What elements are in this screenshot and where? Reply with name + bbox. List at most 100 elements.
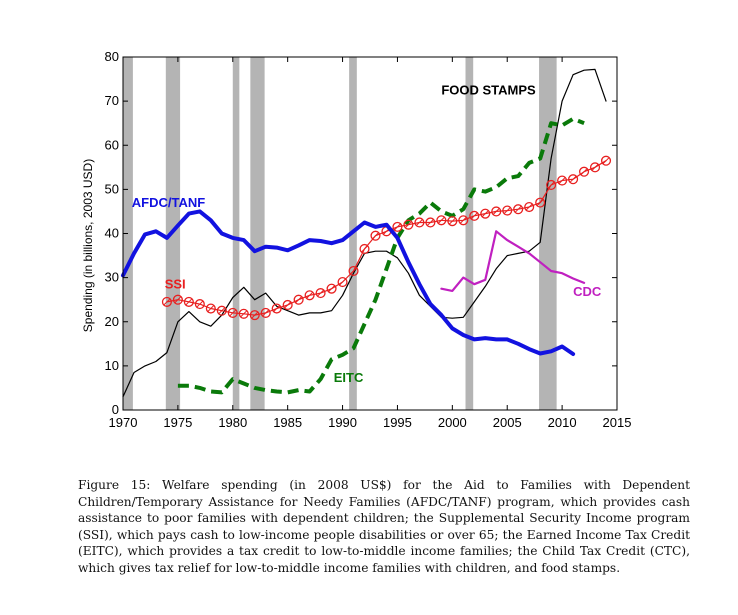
ssi-point-1996 (403, 219, 414, 230)
ssi-point-1975 (172, 294, 183, 305)
ssi-point-2011 (568, 174, 579, 185)
ssi-point-slash-2007 (525, 203, 533, 211)
ssi-point-slash-2011 (569, 175, 577, 183)
eitc-label: EITC (334, 370, 364, 385)
ssi-point-2002 (469, 210, 480, 221)
ssi-point-slash-1974 (163, 298, 171, 306)
cdc-series (440, 230, 586, 292)
ssi-point-slash-2010 (558, 177, 566, 185)
cdc-label: CDC (573, 284, 602, 299)
ssi-point-1990 (337, 276, 348, 288)
ssi-point-1991 (348, 265, 359, 277)
ssi-point-slash-1999 (437, 216, 445, 224)
eitc-line (177, 116, 585, 395)
cdc-line (440, 230, 586, 292)
ssi-point-1995 (392, 221, 403, 232)
ssi-point-2001 (458, 215, 469, 226)
x-tick-label-1970: 1970 (109, 415, 138, 430)
recession-band-3 (250, 57, 265, 410)
ssi-point-slash-1977 (196, 300, 204, 308)
x-tick-label-1995: 1995 (383, 415, 412, 430)
ssi-point-slash-1993 (372, 232, 379, 240)
y-tick-label-70: 70 (105, 93, 119, 108)
x-axis-ticks: 1970 1975 1980 1985 1990 1995 2000 2005 2010 2015 (109, 57, 632, 430)
ssi-point-slash-1989 (328, 285, 336, 293)
ssi-point-slash-1990 (339, 278, 347, 286)
ssi-point-slash-1983 (262, 309, 270, 317)
y-tick-label-40: 40 (105, 226, 119, 241)
ssi-point-1981 (238, 308, 249, 319)
x-tick-label-2005: 2005 (493, 415, 522, 430)
ssi-point-2007 (524, 201, 535, 213)
figure-caption: Figure 15: Welfare spending (in 2008 US$… (78, 478, 690, 575)
ssi-point-slash-1982 (251, 311, 259, 319)
ssi-point-1980 (227, 307, 238, 318)
x-tick-label-2015: 2015 (603, 415, 632, 430)
food-stamps-series (122, 68, 607, 398)
ssi-point-slash-1987 (306, 291, 314, 299)
ssi-point-1982 (249, 310, 260, 321)
ssi-point-1997 (414, 217, 425, 228)
ssi-point-slash-2000 (448, 217, 456, 225)
ssi-point-slash-1976 (185, 298, 193, 306)
ssi-label: SSI (165, 277, 186, 292)
ssi-point-slash-1988 (317, 289, 325, 297)
ssi-point-slash-1997 (415, 219, 423, 226)
y-axis-label: Spending (in billions, 2003 USD) (81, 159, 95, 332)
ssi-point-1988 (315, 288, 326, 299)
ssi-point-slash-1979 (218, 307, 226, 315)
ssi-point-slash-2005 (503, 207, 511, 215)
recession-band-5 (465, 57, 474, 410)
y-tick-label-0: 0 (112, 402, 119, 417)
ssi-point-slash-2004 (492, 207, 500, 215)
ssi-point-1978 (205, 303, 216, 314)
ssi-point-slash-1998 (426, 219, 434, 226)
y-tick-label-30: 30 (105, 270, 119, 285)
ssi-point-slash-1975 (174, 296, 182, 304)
ssi-point-slash-2012 (580, 168, 588, 176)
ssi-point-1985 (282, 299, 293, 311)
series-labels: AFDC/TANF FOOD STAMPS SSI CDC EITC (132, 83, 602, 386)
afdc-tanf-label: AFDC/TANF (132, 195, 205, 210)
x-tick-label-1990: 1990 (328, 415, 357, 430)
ssi-point-slash-2003 (481, 210, 489, 218)
ssi-point-2003 (480, 208, 491, 219)
eitc-series (177, 116, 585, 395)
ssi-point-1989 (326, 283, 337, 294)
y-axis-ticks: 0 10 20 30 40 50 60 70 80 (105, 49, 617, 417)
ssi-point-1999 (436, 215, 447, 226)
ssi-point-2000 (447, 216, 458, 227)
ssi-point-1979 (216, 305, 227, 316)
ssi-point-1993 (370, 230, 381, 241)
ssi-point-slash-2001 (459, 216, 467, 224)
ssi-point-1976 (183, 296, 194, 307)
ssi-point-slash-1978 (207, 305, 215, 312)
x-tick-label-2010: 2010 (548, 415, 577, 430)
y-tick-label-10: 10 (105, 358, 119, 373)
afdc-tanf-series (121, 209, 576, 356)
food-stamps-line (122, 68, 607, 398)
ssi-point-slash-2008 (536, 199, 544, 207)
ssi-point-2006 (513, 204, 524, 215)
ssi-point-1983 (260, 307, 271, 318)
ssi-point-slash-2009 (547, 181, 555, 189)
afdc-tanf-line (121, 209, 576, 356)
recession-band-6 (539, 57, 557, 410)
ssi-point-slash-1995 (393, 223, 401, 231)
welfare-spending-chart: 1970 1975 1980 1985 1990 1995 2000 2005 2010 2015… (81, 49, 632, 430)
ssi-point-slash-1984 (273, 305, 281, 312)
x-tick-label-1975: 1975 (163, 415, 192, 430)
y-tick-label-80: 80 (105, 49, 119, 64)
x-tick-label-2000: 2000 (438, 415, 467, 430)
y-tick-label-60: 60 (105, 137, 119, 152)
ssi-point-2004 (491, 206, 502, 217)
ssi-point-slash-2013 (591, 163, 599, 171)
ssi-point-2014 (600, 155, 612, 166)
ssi-point-1984 (271, 303, 282, 314)
ssi-point-slash-2006 (514, 205, 522, 213)
ssi-point-1998 (425, 217, 436, 228)
recession-band-2 (232, 57, 240, 410)
ssi-series (161, 155, 612, 321)
ssi-point-2013 (589, 162, 601, 173)
ssi-point-1992 (359, 243, 370, 254)
